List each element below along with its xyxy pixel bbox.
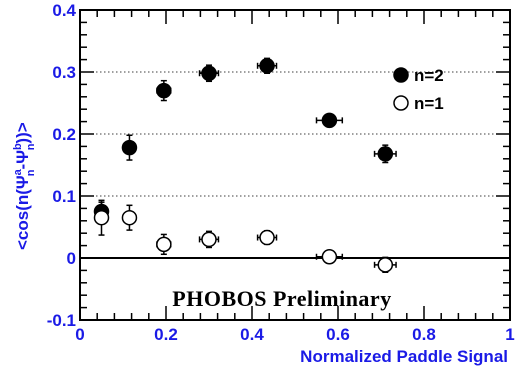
open-circle-marker [321,249,338,265]
y-tick-label-0: -0.1 [47,311,76,330]
filled-circle-marker [259,58,275,74]
filled-circle-marker [156,82,172,99]
axis-ticks [79,9,511,321]
series-1-point-3 [198,230,220,249]
open-circle-marker [377,257,394,273]
series-1-point-1 [121,204,138,231]
legend-label-n2: n=2 [414,66,444,85]
x-tick-label-3: 0.6 [326,325,350,344]
series-0-point-6 [373,144,397,164]
y-axis-label-sup-b: b [12,143,24,150]
series-1-point-2 [156,233,172,256]
y-tick-label-5: 0.4 [52,1,76,20]
series-0-point-2 [156,79,172,102]
y-tick-label-2: 0.1 [52,187,76,206]
y-axis-label-prefix: <cos(n(Ψ [13,175,32,250]
series-0-point-1 [121,134,138,161]
open-circle-marker [201,231,217,248]
y-tick-label-1: 0 [67,249,76,268]
y-axis-label: <cos(n(Ψan-Ψbn))> [12,122,37,250]
open-circle-marker [156,236,172,253]
y-axis-label-mid: -Ψ [13,150,32,169]
plot-frame [79,9,511,321]
phobos-annotation: PHOBOS Preliminary [172,286,391,311]
y-axis-label-sub-n2: n [25,143,37,150]
filled-circle-marker [121,139,138,156]
legend-label-n1: n=1 [414,94,444,113]
open-circle-marker [121,209,138,226]
legend-marker-n2 [393,67,409,83]
x-tick-label-1: 0.2 [154,325,178,344]
filled-circle-marker [377,146,394,162]
filled-circle-marker [321,112,338,129]
y-tick-label-3: 0.2 [52,125,76,144]
series-0-point-3 [198,64,220,83]
x-tick-label-5: 1 [505,325,514,344]
open-circle-marker [93,209,110,226]
y-axis-label-sub-n1: n [25,169,37,176]
axis-tick-labels: 0 0.2 0.4 0.6 0.8 1-0.100.10.20.30.4 [47,1,515,344]
x-tick-label-2: 0.4 [240,325,264,344]
legend: n=2 n=1 [393,66,444,113]
filled-circle-marker [201,65,217,81]
series-1-point-5 [315,249,344,265]
open-circle-marker [259,229,275,246]
series-0-point-5 [315,112,344,129]
series-1-point-6 [373,256,397,274]
y-axis-label-sup-a: a [12,168,24,175]
x-axis-label: Normalized Paddle Signal [300,347,508,366]
series-0-point-4 [256,57,278,74]
legend-marker-n1 [393,95,409,111]
series-1-point-0 [93,199,110,236]
x-tick-label-0: 0 [75,325,84,344]
series-1-point-4 [256,229,278,246]
x-tick-label-4: 0.8 [412,325,436,344]
y-tick-label-4: 0.3 [52,63,76,82]
data-points [93,57,397,274]
y-axis-label-suffix: ))> [13,122,32,143]
